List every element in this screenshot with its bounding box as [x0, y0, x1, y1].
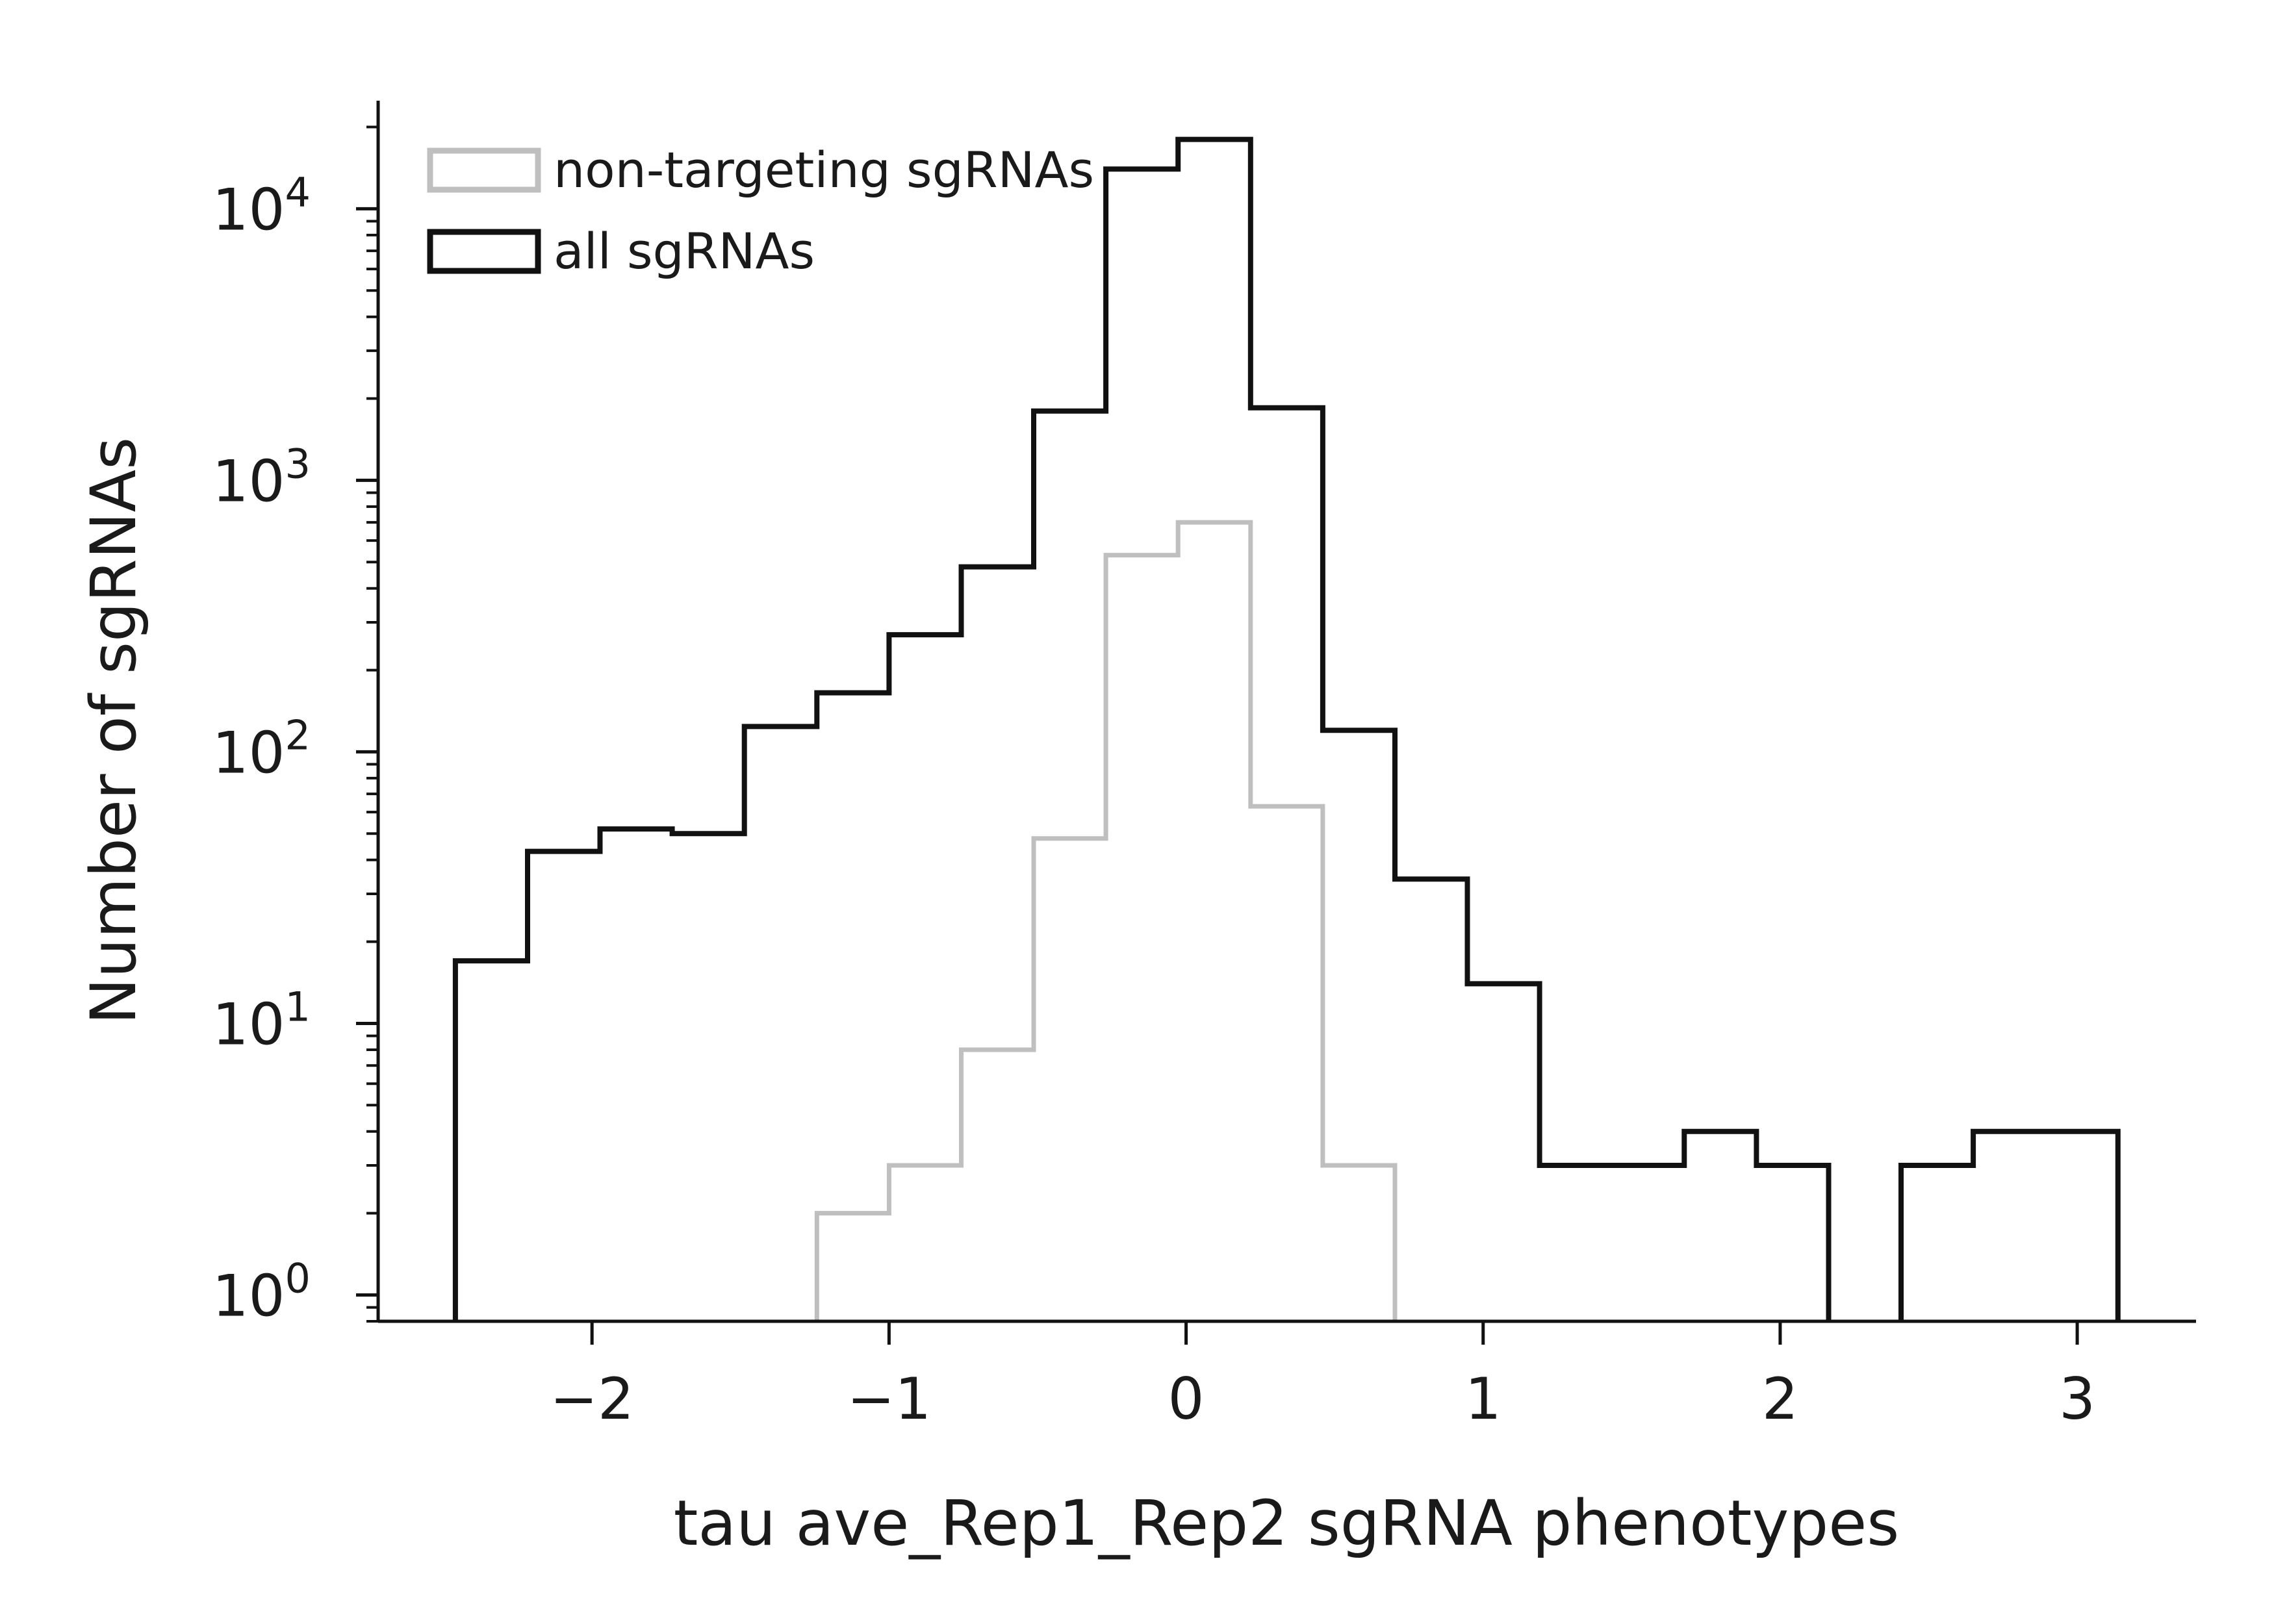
- legend-label-non-targeting-sgrnas: non-targeting sgRNAs: [554, 141, 1094, 199]
- x-tick-label: −2: [550, 1365, 634, 1432]
- series-all-sgrnas-step: [452, 136, 2121, 1321]
- x-axis-title: tau ave_Rep1_Rep2 sgRNA phenotypes: [674, 1487, 1900, 1560]
- x-tick-label: 2: [1762, 1365, 1798, 1432]
- plot-area: [452, 136, 2121, 1321]
- legend-label-all-sgrnas: all sgRNAs: [554, 222, 815, 280]
- series-non-targeting-sgrnas-step: [814, 520, 1398, 1321]
- ticks: −2 −1 0 1 2 3 100 101 102 103 104: [212, 125, 2095, 1432]
- y-axis-title: Number of sgRNAs: [77, 437, 150, 1024]
- x-tick-label: 0: [1168, 1365, 1205, 1432]
- y-tick-label: 101: [212, 983, 311, 1058]
- legend-swatch-non-targeting-sgrnas: [427, 147, 541, 193]
- y-tick-label: 100: [212, 1254, 311, 1329]
- y-tick-label: 104: [212, 168, 311, 243]
- legend-swatch-all-sgrnas: [427, 229, 541, 274]
- axes: [376, 101, 2196, 1323]
- legend: non-targeting sgRNAs all sgRNAs: [427, 141, 1094, 280]
- x-tick-label: 1: [1465, 1365, 1501, 1432]
- x-tick-label: −1: [847, 1365, 931, 1432]
- y-tick-label: 103: [212, 440, 311, 514]
- y-tick-label: 102: [212, 711, 311, 786]
- x-tick-label: 3: [2059, 1365, 2095, 1432]
